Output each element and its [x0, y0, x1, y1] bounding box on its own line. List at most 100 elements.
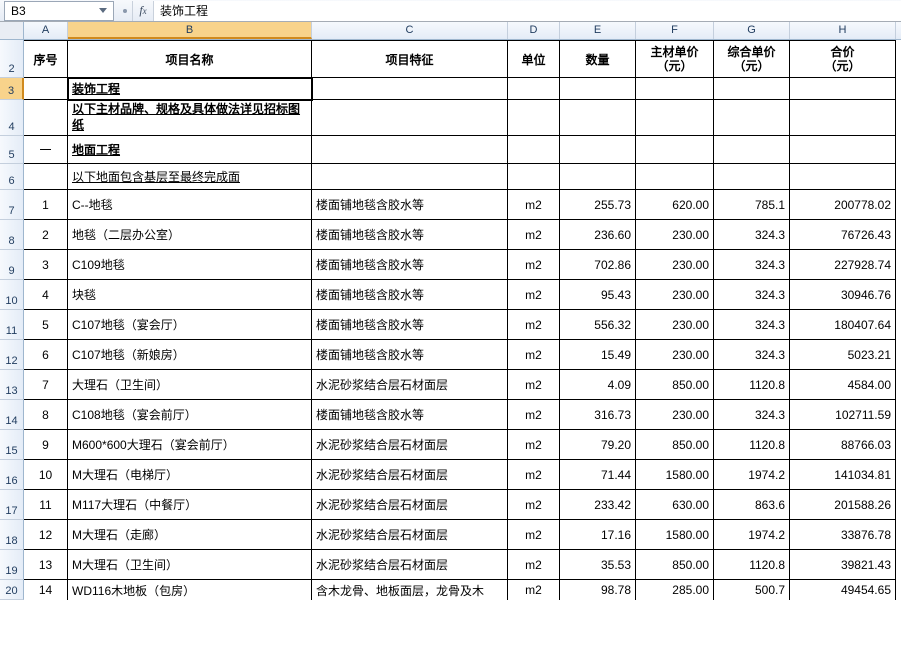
cell-D8[interactable]: m2	[508, 220, 560, 250]
cell-H17[interactable]: 201588.26	[790, 490, 896, 520]
cell-C19[interactable]: 水泥砂浆结合层石材面层	[312, 550, 508, 580]
cell-D5[interactable]	[508, 136, 560, 164]
cell-B7[interactable]: C--地毯	[68, 190, 312, 220]
fx-button[interactable]: fx	[132, 1, 154, 21]
cell-A5[interactable]: 一	[24, 136, 68, 164]
cell-B20[interactable]: WD116木地板（包房）	[68, 580, 312, 600]
row-header-4[interactable]: 4	[0, 100, 24, 136]
cell-G15[interactable]: 1120.8	[714, 430, 790, 460]
cell-H15[interactable]: 88766.03	[790, 430, 896, 460]
cell-D7[interactable]: m2	[508, 190, 560, 220]
cell-A15[interactable]: 9	[24, 430, 68, 460]
cell-A13[interactable]: 7	[24, 370, 68, 400]
cell-F17[interactable]: 630.00	[636, 490, 714, 520]
cell-B16[interactable]: M大理石（电梯厅）	[68, 460, 312, 490]
cell-G8[interactable]: 324.3	[714, 220, 790, 250]
cell-G12[interactable]: 324.3	[714, 340, 790, 370]
col-header-D[interactable]: D	[508, 22, 560, 39]
cell-E16[interactable]: 71.44	[560, 460, 636, 490]
row-header-9[interactable]: 9	[0, 250, 24, 280]
cell-E19[interactable]: 35.53	[560, 550, 636, 580]
cell-G14[interactable]: 324.3	[714, 400, 790, 430]
cell-H6[interactable]	[790, 164, 896, 190]
hdr-matprice[interactable]: 主材单价（元）	[636, 40, 714, 78]
cell-C10[interactable]: 楼面铺地毯含胶水等	[312, 280, 508, 310]
cell-A8[interactable]: 2	[24, 220, 68, 250]
cell-A4[interactable]	[24, 100, 68, 136]
cell-B18[interactable]: M大理石（走廊）	[68, 520, 312, 550]
cell-H13[interactable]: 4584.00	[790, 370, 896, 400]
cell-E15[interactable]: 79.20	[560, 430, 636, 460]
cell-A9[interactable]: 3	[24, 250, 68, 280]
cell-H12[interactable]: 5023.21	[790, 340, 896, 370]
cell-F3[interactable]	[636, 78, 714, 100]
cell-D18[interactable]: m2	[508, 520, 560, 550]
cell-E13[interactable]: 4.09	[560, 370, 636, 400]
cell-A10[interactable]: 4	[24, 280, 68, 310]
cell-A14[interactable]: 8	[24, 400, 68, 430]
cell-H16[interactable]: 141034.81	[790, 460, 896, 490]
cell-E14[interactable]: 316.73	[560, 400, 636, 430]
cell-C6[interactable]	[312, 164, 508, 190]
cell-E10[interactable]: 95.43	[560, 280, 636, 310]
cell-G16[interactable]: 1974.2	[714, 460, 790, 490]
cell-G20[interactable]: 500.7	[714, 580, 790, 600]
cell-C11[interactable]: 楼面铺地毯含胶水等	[312, 310, 508, 340]
cell-E11[interactable]: 556.32	[560, 310, 636, 340]
cell-B14[interactable]: C108地毯（宴会前厅）	[68, 400, 312, 430]
cell-A16[interactable]: 10	[24, 460, 68, 490]
cell-G3[interactable]	[714, 78, 790, 100]
row-header-16[interactable]: 16	[0, 460, 24, 490]
row-header-13[interactable]: 13	[0, 370, 24, 400]
cell-C12[interactable]: 楼面铺地毯含胶水等	[312, 340, 508, 370]
cell-C7[interactable]: 楼面铺地毯含胶水等	[312, 190, 508, 220]
cell-A11[interactable]: 5	[24, 310, 68, 340]
cell-A20[interactable]: 14	[24, 580, 68, 600]
cell-B9[interactable]: C109地毯	[68, 250, 312, 280]
col-header-B[interactable]: B	[68, 22, 312, 39]
cell-C4[interactable]	[312, 100, 508, 136]
cell-H3[interactable]	[790, 78, 896, 100]
hdr-total[interactable]: 合价（元）	[790, 40, 896, 78]
cell-B5[interactable]: 地面工程	[68, 136, 312, 164]
cell-A6[interactable]	[24, 164, 68, 190]
row-header-15[interactable]: 15	[0, 430, 24, 460]
cell-C8[interactable]: 楼面铺地毯含胶水等	[312, 220, 508, 250]
cell-B4[interactable]: 以下主材品牌、规格及具体做法详见招标图纸	[68, 100, 312, 136]
cell-A12[interactable]: 6	[24, 340, 68, 370]
cell-E4[interactable]	[560, 100, 636, 136]
cell-E5[interactable]	[560, 136, 636, 164]
row-header-6[interactable]: 6	[0, 164, 24, 190]
cell-C17[interactable]: 水泥砂浆结合层石材面层	[312, 490, 508, 520]
cell-D19[interactable]: m2	[508, 550, 560, 580]
row-header-8[interactable]: 8	[0, 220, 24, 250]
cell-A7[interactable]: 1	[24, 190, 68, 220]
cell-D3[interactable]	[508, 78, 560, 100]
cell-F13[interactable]: 850.00	[636, 370, 714, 400]
cell-B15[interactable]: M600*600大理石（宴会前厅）	[68, 430, 312, 460]
name-box[interactable]: B3	[4, 1, 114, 21]
row-header-7[interactable]: 7	[0, 190, 24, 220]
cell-E3[interactable]	[560, 78, 636, 100]
cell-G10[interactable]: 324.3	[714, 280, 790, 310]
cell-C13[interactable]: 水泥砂浆结合层石材面层	[312, 370, 508, 400]
cell-F20[interactable]: 285.00	[636, 580, 714, 600]
row-header-5[interactable]: 5	[0, 136, 24, 164]
cell-F8[interactable]: 230.00	[636, 220, 714, 250]
cell-A19[interactable]: 13	[24, 550, 68, 580]
cell-E17[interactable]: 233.42	[560, 490, 636, 520]
cell-D16[interactable]: m2	[508, 460, 560, 490]
cell-H8[interactable]: 76726.43	[790, 220, 896, 250]
hdr-unitprice[interactable]: 综合单价（元）	[714, 40, 790, 78]
cell-F7[interactable]: 620.00	[636, 190, 714, 220]
cell-F4[interactable]	[636, 100, 714, 136]
row-header-14[interactable]: 14	[0, 400, 24, 430]
cell-D20[interactable]: m2	[508, 580, 560, 600]
cell-A17[interactable]: 11	[24, 490, 68, 520]
cell-D14[interactable]: m2	[508, 400, 560, 430]
cell-G9[interactable]: 324.3	[714, 250, 790, 280]
cell-D6[interactable]	[508, 164, 560, 190]
hdr-qty[interactable]: 数量	[560, 40, 636, 78]
cell-F16[interactable]: 1580.00	[636, 460, 714, 490]
cell-G17[interactable]: 863.6	[714, 490, 790, 520]
